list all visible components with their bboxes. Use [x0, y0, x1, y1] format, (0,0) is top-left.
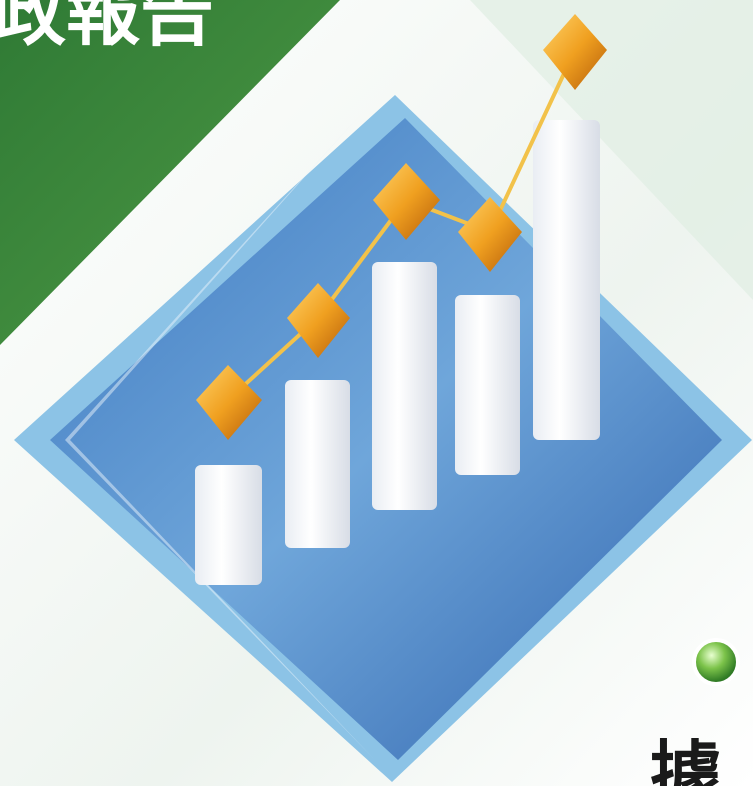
- gem: [458, 197, 522, 272]
- gem: [287, 283, 350, 358]
- gems: [196, 14, 607, 440]
- column: [372, 262, 437, 510]
- title: 政報告: [0, 0, 214, 56]
- decor-panel: [470, 0, 753, 300]
- gem: [543, 14, 607, 90]
- column: [195, 465, 262, 585]
- column: [285, 380, 350, 548]
- gem: [196, 365, 262, 440]
- bullet-dot: [692, 638, 740, 686]
- heading: 據: [650, 733, 723, 786]
- green-band: [0, 0, 340, 345]
- columns: [195, 120, 600, 585]
- column: [533, 120, 600, 440]
- gem: [373, 163, 440, 240]
- column: [455, 295, 520, 475]
